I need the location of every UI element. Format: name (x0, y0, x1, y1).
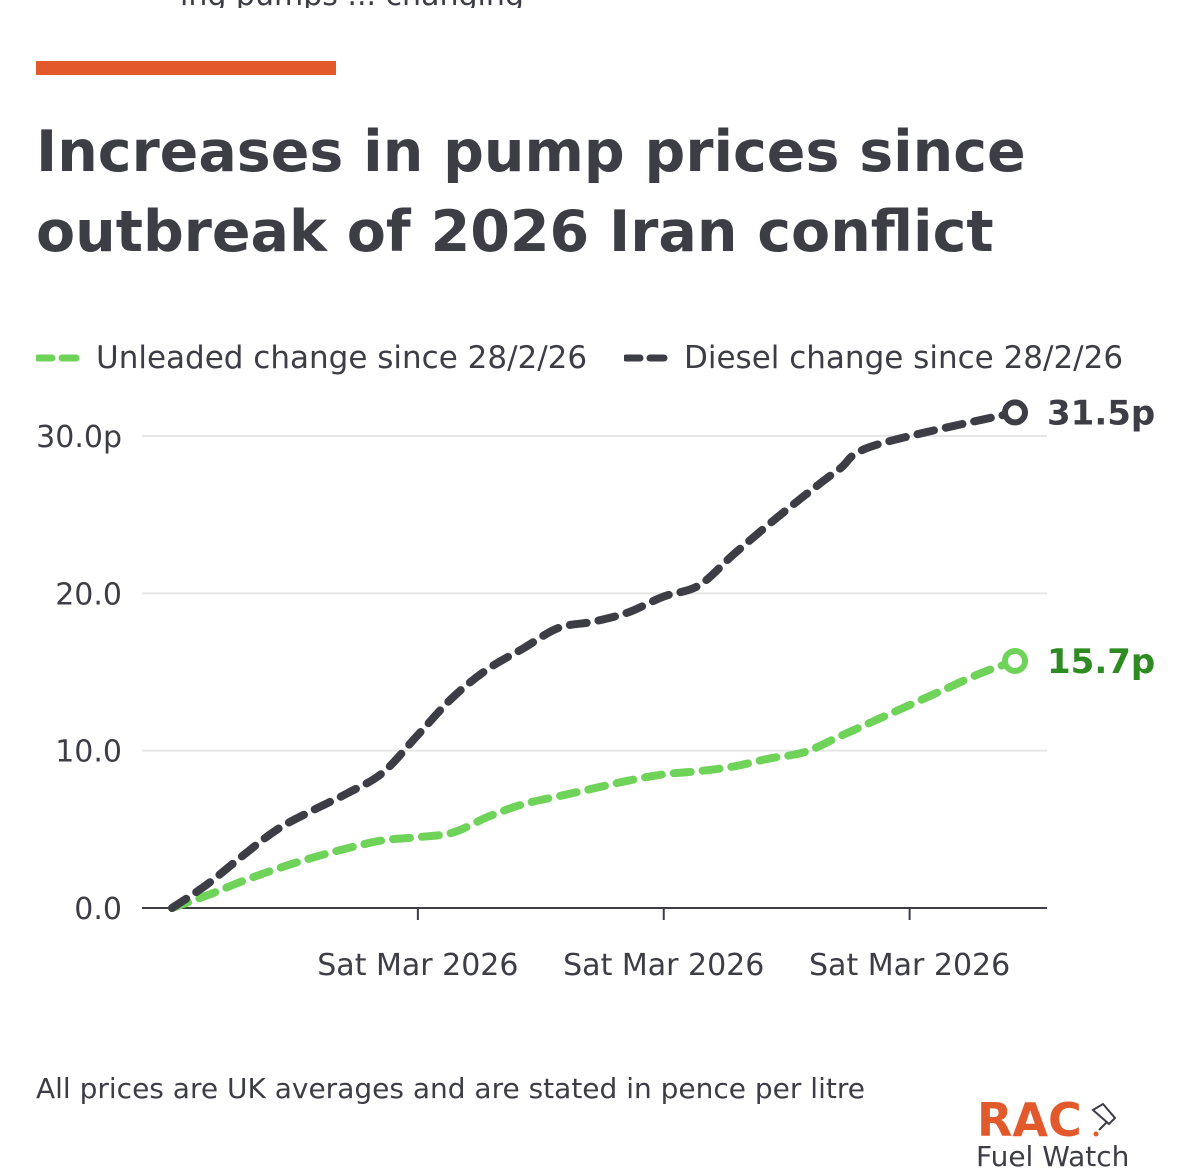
legend-label-unleaded: Unleaded change since 28/2/26 (96, 340, 588, 376)
accent-bar (36, 61, 336, 75)
fuel-nozzle-icon (1091, 1102, 1117, 1137)
end-label-unleaded: 15.7p (1047, 642, 1155, 682)
rac-logo-text: RAC (977, 1093, 1082, 1147)
chart-title: Increases in pump prices since outbreak … (36, 112, 1136, 272)
chart-title-line-1: Increases in pump prices since (36, 119, 1026, 185)
legend-swatch-unleaded (36, 354, 88, 362)
y-tick-label: 10.0 (55, 735, 122, 770)
x-tick-label: Sat Mar 2026 (317, 948, 518, 983)
end-marker-unleaded (1002, 647, 1028, 674)
footnote: All prices are UK averages and are state… (36, 1072, 865, 1105)
x-tick-label: Sat Mar 2026 (563, 948, 764, 983)
x-tick-label: Sat Mar 2026 (809, 948, 1010, 983)
rac-logo-subtitle: Fuel Watch (976, 1140, 1130, 1173)
rac-logo: RAC (977, 1093, 1117, 1147)
legend-label-diesel: Diesel change since 28/2/26 (684, 340, 1124, 376)
chart-title-line-2: outbreak of 2026 Iran conflict (36, 199, 994, 265)
legend-item-unleaded: Unleaded change since 28/2/26 (36, 336, 587, 380)
legend-swatch-diesel (624, 354, 676, 362)
y-tick-label: 30.0p (36, 420, 122, 455)
end-label-diesel: 31.5p (1047, 393, 1155, 433)
clipped-header-text: ing pumps ... changing (180, 0, 680, 8)
y-tick-label: 0.0 (74, 892, 122, 927)
series-line-unleaded (168, 656, 1019, 912)
end-marker-diesel (1002, 399, 1028, 426)
series-line-diesel (168, 408, 1019, 912)
legend-item-diesel: Diesel change since 28/2/26 (624, 336, 1123, 380)
y-tick-label: 20.0 (55, 577, 122, 612)
